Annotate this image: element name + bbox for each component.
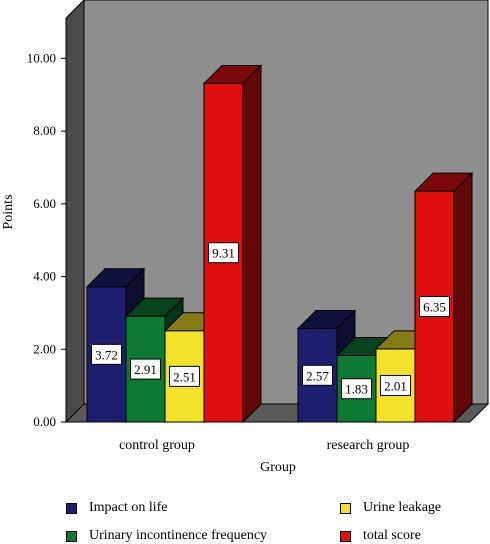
legend-label-total-score: total score: [363, 528, 421, 543]
data-label-text: 2.91: [134, 362, 157, 377]
legend-label-urine-leakage: Urine leakage: [363, 500, 442, 515]
data-label: 6.35: [419, 296, 450, 318]
data-label: 9.31: [208, 242, 239, 264]
legend-item-total-score: total score: [340, 528, 421, 544]
data-label-text: 2.01: [384, 378, 407, 393]
legend-item-urinary-incontinence-frequency: Urinary incontinence frequency: [66, 528, 267, 544]
data-label-box: [302, 364, 333, 386]
legend-swatch-impact-on-life: [66, 502, 77, 514]
data-label-box: [91, 343, 122, 365]
x-tick-label: research group: [327, 438, 410, 453]
data-label: 3.72: [91, 343, 122, 365]
y-tick-label: 6.00: [33, 196, 56, 211]
bar-chart: 0.00 2.00 4.00 6.00 8.00 10.00 Points Group cont…: [1, 0, 490, 475]
data-label-box: [208, 242, 239, 264]
data-label-text: 1.83: [345, 382, 368, 397]
x-axis-title: Group: [260, 460, 296, 475]
y-axis-title: Points: [1, 194, 16, 229]
data-label-text: 9.31: [212, 246, 235, 261]
data-label-text: 2.51: [173, 369, 196, 384]
data-label-box: [341, 378, 372, 400]
data-label: 2.57: [302, 364, 333, 386]
data-label-text: 6.35: [423, 300, 446, 315]
plot-side-wall: [65, 0, 85, 424]
data-label: 1.83: [341, 378, 372, 400]
data-label-text: 2.57: [306, 368, 329, 383]
legend-swatch-total-score: [340, 530, 351, 542]
data-label: 2.91: [130, 358, 161, 380]
data-label: 2.51: [169, 365, 200, 387]
bar-side: [453, 171, 473, 424]
legend-swatch-urine-leakage: [340, 502, 351, 514]
y-tick-label: 8.00: [33, 123, 56, 138]
data-label: 2.01: [380, 374, 411, 396]
data-label-text: 3.72: [95, 347, 118, 362]
legend-item-impact-on-life: Impact on life: [66, 500, 168, 516]
bar-side: [242, 64, 262, 424]
y-tick-label: 4.00: [33, 269, 56, 284]
data-label-box: [419, 296, 450, 318]
y-tick-label: 10.00: [27, 50, 56, 65]
x-tick-label: control group: [119, 438, 195, 453]
data-label-box: [130, 358, 161, 380]
y-tick-label: 0.00: [33, 414, 56, 429]
legend-swatch-urinary-incontinence-frequency: [66, 530, 77, 542]
legend-label-urinary-incontinence-frequency: Urinary incontinence frequency: [89, 528, 268, 543]
y-tick-label: 2.00: [33, 341, 56, 356]
legend-label-impact-on-life: Impact on life: [89, 500, 168, 515]
legend: Impact on life Urinary incontinence freq…: [0, 492, 490, 544]
data-label-box: [380, 374, 411, 396]
data-label-box: [169, 365, 200, 387]
legend-item-urine-leakage: Urine leakage: [340, 500, 441, 516]
